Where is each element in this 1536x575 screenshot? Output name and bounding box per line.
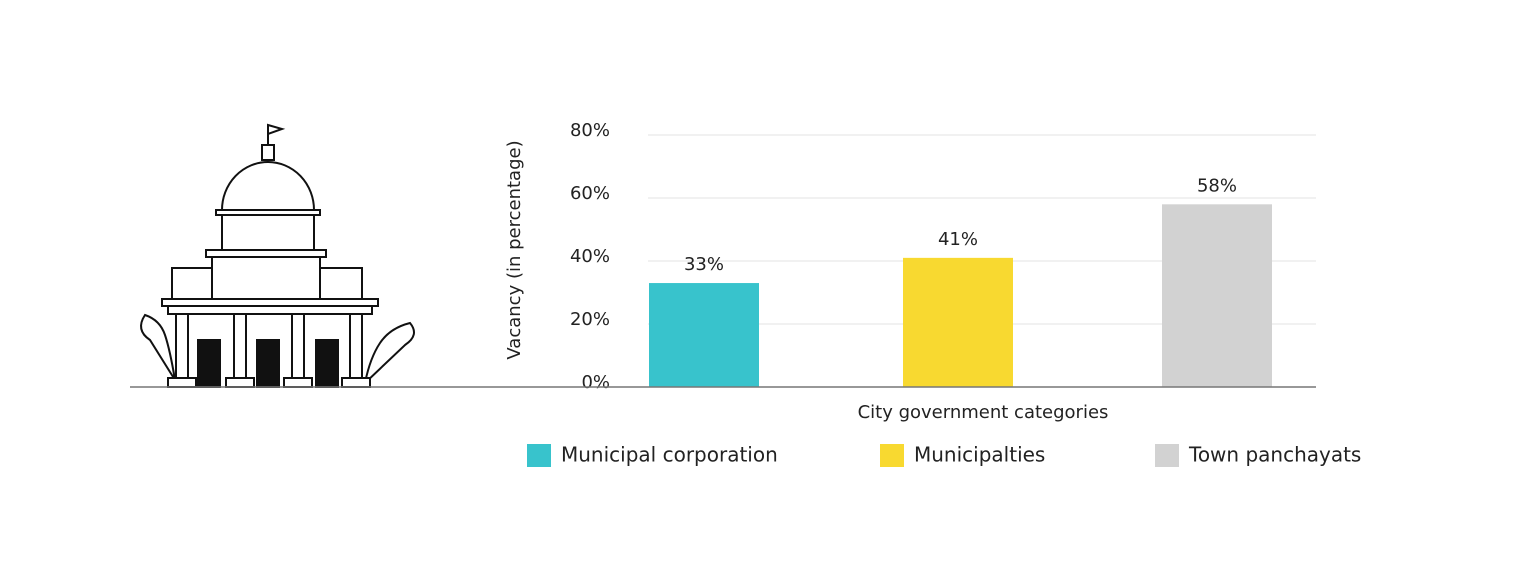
legend-swatch	[880, 444, 904, 467]
legend-label: Municipalties	[914, 443, 1045, 467]
y-tick-label: 20%	[570, 309, 610, 330]
value-label: 33%	[684, 254, 724, 275]
y-tick-label: 60%	[570, 183, 610, 204]
legend-swatch	[1155, 444, 1179, 467]
legend-swatch	[527, 444, 551, 467]
bar	[1162, 204, 1272, 387]
building-icon	[140, 123, 415, 388]
value-label: 41%	[938, 229, 978, 250]
y-tick-label: 80%	[570, 120, 610, 141]
y-axis-title: Vacancy (in percentage)	[504, 140, 525, 359]
legend-label: Municipal corporation	[561, 443, 778, 467]
y-tick-label: 40%	[570, 246, 610, 267]
value-label: 58%	[1197, 175, 1237, 196]
y-tick-label: 0%	[581, 372, 610, 393]
bar	[903, 257, 1013, 387]
x-axis-title: City government categories	[858, 402, 1109, 423]
bar	[649, 283, 759, 387]
legend-label: Town panchayats	[1188, 443, 1361, 467]
